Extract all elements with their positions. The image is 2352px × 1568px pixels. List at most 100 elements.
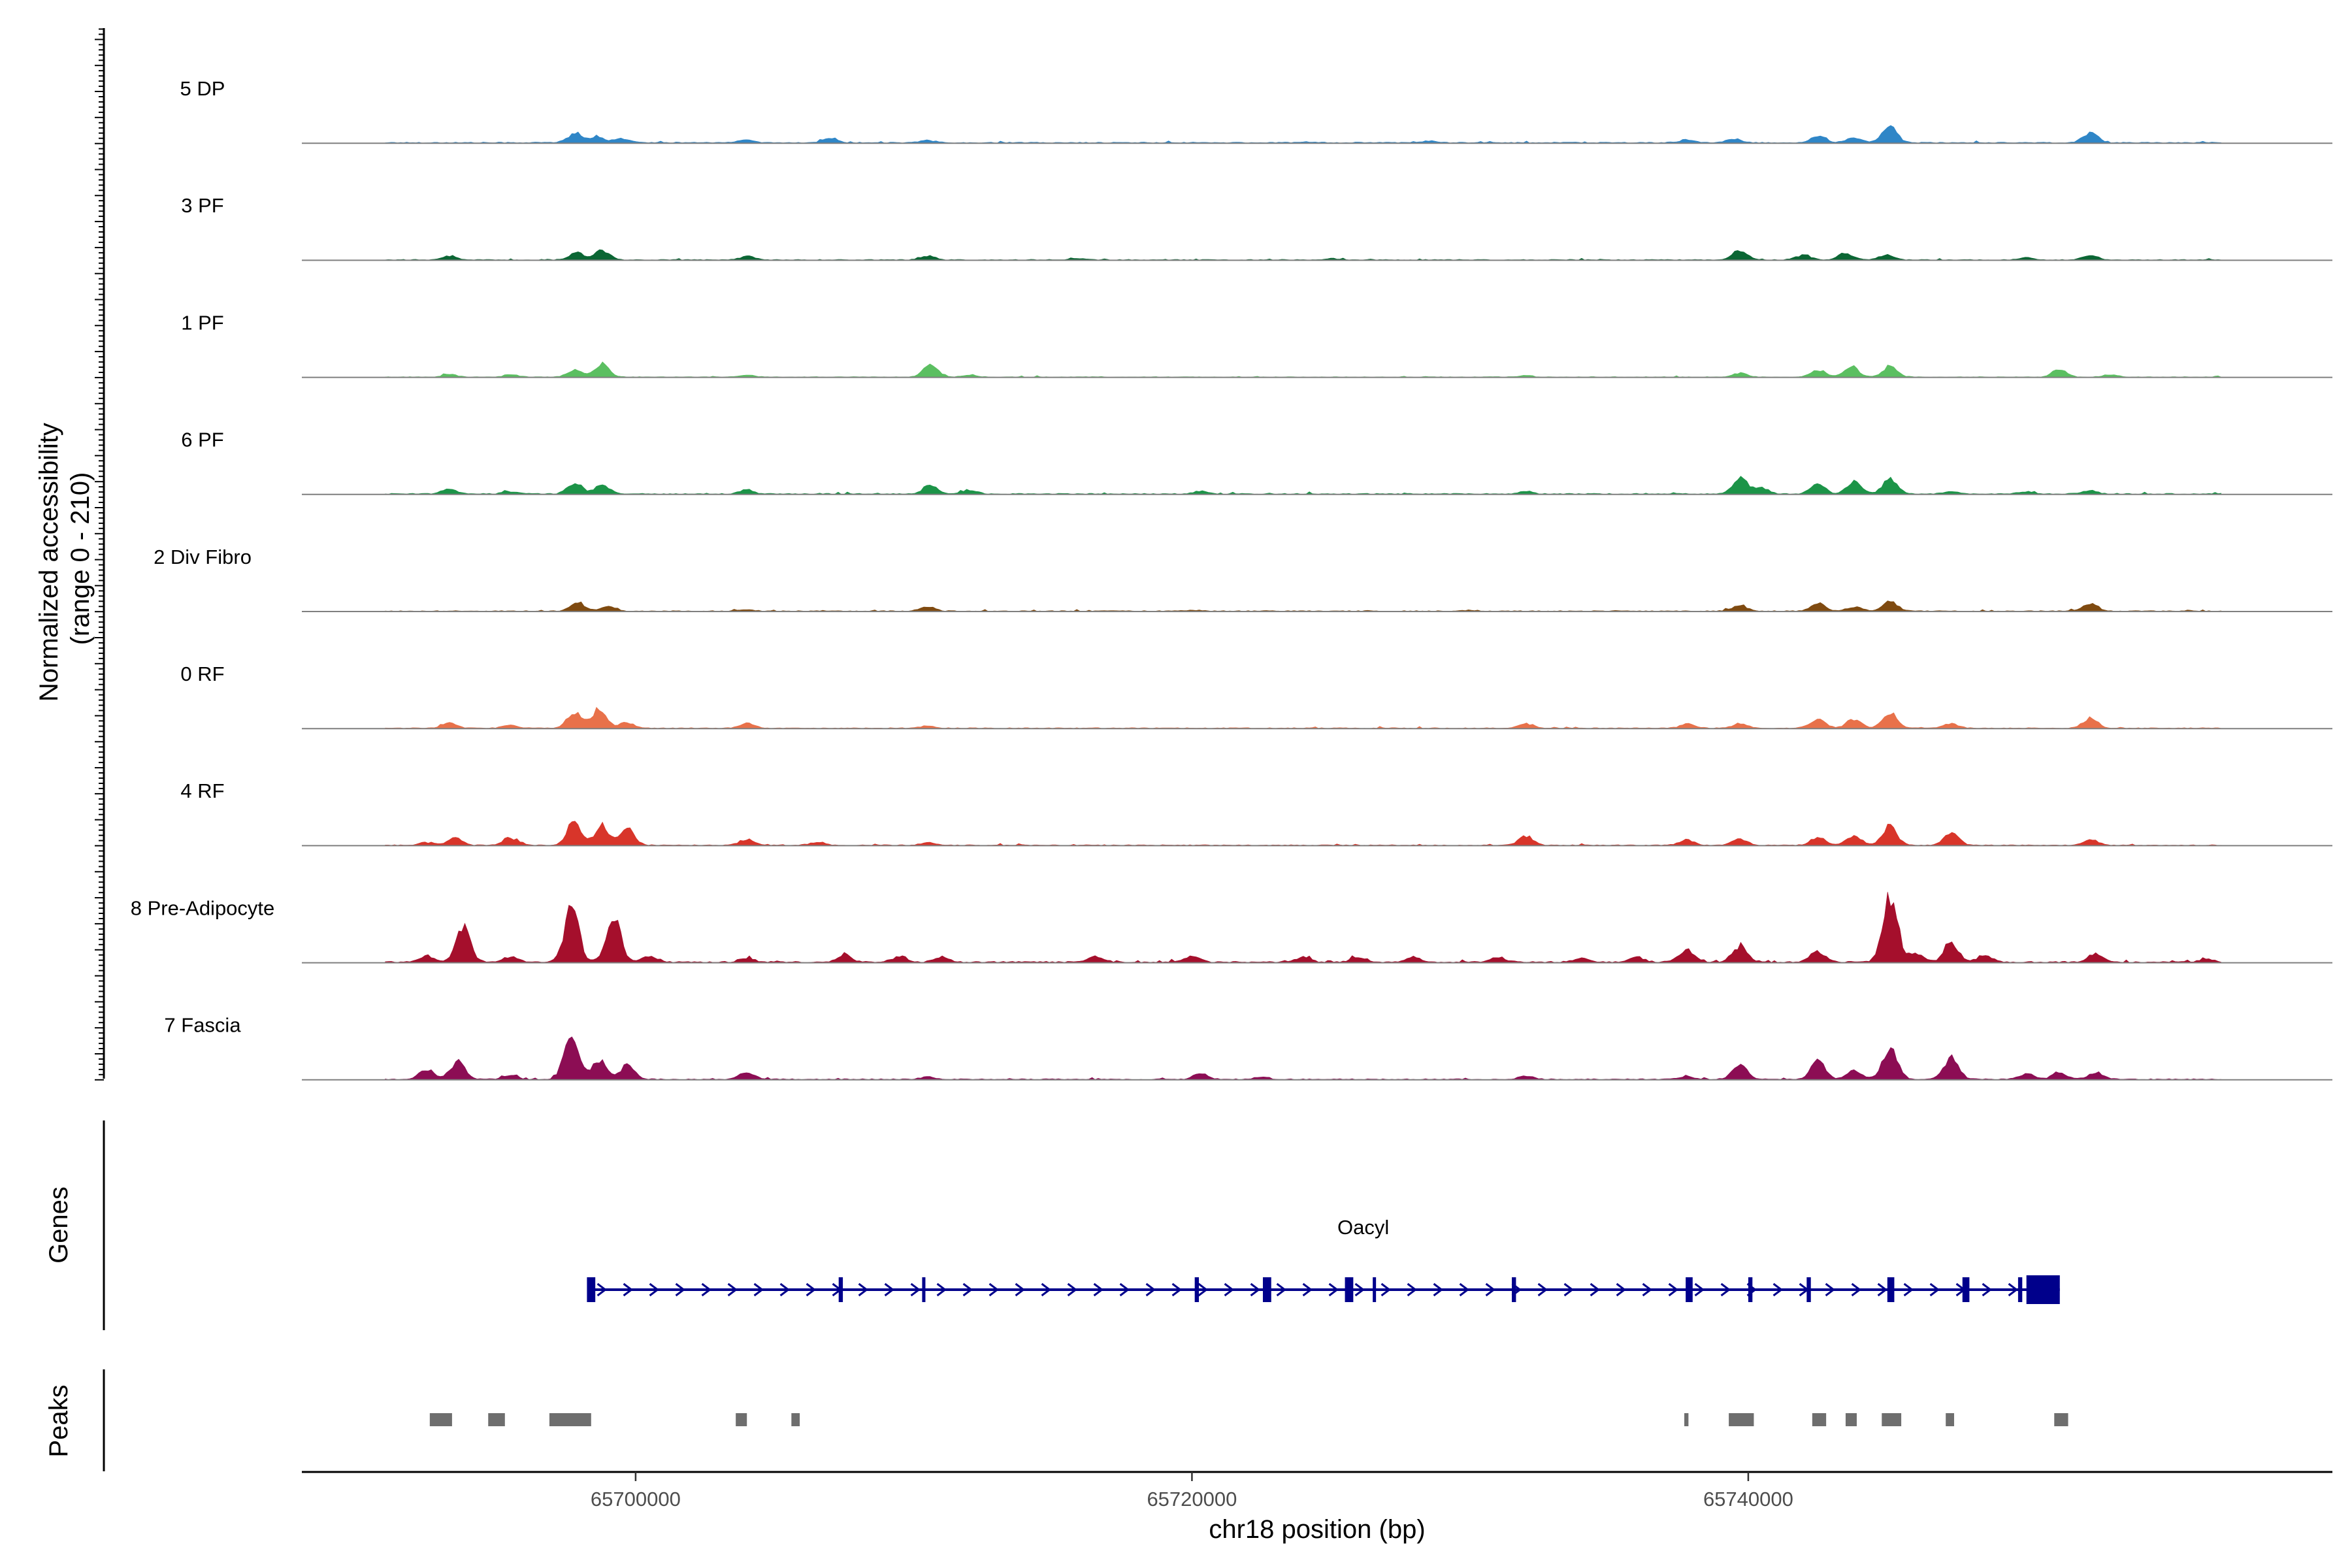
strand-arrow	[779, 1282, 791, 1297]
strand-arrow	[1694, 1282, 1705, 1297]
peak-region	[488, 1413, 505, 1426]
track-8-pre-adipocyte: 8 Pre-Adipocyte	[131, 892, 2332, 964]
strand-arrow	[1642, 1282, 1653, 1297]
gene-exon	[838, 1277, 843, 1302]
y-axis-title: Normalized accessibility (range 0 - 210)	[35, 416, 95, 702]
strand-arrow	[1224, 1282, 1235, 1297]
track-7-fascia: 7 Fascia	[164, 1014, 2332, 1081]
track-3-pf: 3 PF	[181, 194, 2332, 261]
gene-exon	[1748, 1277, 1753, 1302]
track-label: 8 Pre-Adipocyte	[131, 896, 275, 919]
peak-region	[1729, 1413, 1754, 1426]
strand-arrow	[1616, 1282, 1627, 1297]
strand-arrow	[1877, 1282, 1888, 1297]
gene-exon	[922, 1277, 926, 1302]
track-5-dp: 5 DP	[180, 77, 2332, 144]
track-0-rf: 0 RF	[180, 662, 2332, 730]
track-label: 5 DP	[180, 77, 225, 100]
gene-exon	[1887, 1277, 1895, 1302]
strand-arrow	[1590, 1282, 1601, 1297]
strand-arrow	[1851, 1282, 1862, 1297]
strand-arrow	[623, 1282, 634, 1297]
strand-arrow	[858, 1282, 869, 1297]
strand-arrow	[1433, 1282, 1444, 1297]
track-6-pf: 6 PF	[181, 429, 2332, 495]
strand-arrow	[1198, 1282, 1209, 1297]
gene-exon	[1512, 1277, 1516, 1302]
strand-arrow	[1668, 1282, 1679, 1297]
track-label: 6 PF	[181, 429, 223, 451]
track-label: 4 RF	[180, 779, 224, 802]
gene-exon	[2026, 1275, 2060, 1304]
peak-region	[1946, 1413, 1954, 1426]
coverage-area	[385, 821, 2221, 846]
strand-arrow	[1772, 1282, 1784, 1297]
peak-region	[736, 1413, 747, 1426]
strand-arrow	[1982, 1282, 1993, 1297]
gene-name-label: Oacyl	[1337, 1216, 1389, 1239]
strand-arrow	[1380, 1282, 1392, 1297]
coverage-area	[385, 707, 2221, 729]
peak-region	[429, 1413, 452, 1426]
coverage-area	[385, 476, 2221, 495]
strand-arrow	[1328, 1282, 1339, 1297]
gene-oacyl: Oacyl	[587, 1216, 2060, 1304]
coverage-area	[385, 1036, 2221, 1081]
strand-arrow	[701, 1282, 712, 1297]
x-axis-ticks: 65700000 65720000 65740000	[591, 1472, 1793, 1511]
coverage-area	[385, 125, 2221, 144]
track-1-pf: 1 PF	[181, 311, 2332, 378]
gene-exon	[1262, 1277, 1271, 1302]
strand-arrow	[884, 1282, 895, 1297]
strand-arrow	[1041, 1282, 1052, 1297]
strand-arrow	[1354, 1282, 1365, 1297]
track-label: 0 RF	[180, 662, 224, 685]
peak-region	[2054, 1413, 2068, 1426]
x-tick-label: 65720000	[1147, 1488, 1237, 1511]
strand-arrow	[1145, 1282, 1156, 1297]
coverage-area	[385, 600, 2221, 612]
x-tick-label: 65740000	[1703, 1488, 1793, 1511]
track-label: 2 Div Fibro	[154, 546, 252, 568]
peak-region	[1845, 1413, 1857, 1426]
x-axis-title: chr18 position (bp)	[1209, 1515, 1425, 1544]
strand-arrow	[1067, 1282, 1078, 1297]
peak-region	[791, 1413, 800, 1426]
peaks-axis-label: Peaks	[44, 1384, 73, 1457]
strand-arrow	[1563, 1282, 1575, 1297]
peak-region	[1684, 1413, 1689, 1426]
genes-track: Oacyl	[587, 1216, 2060, 1304]
y-axis-title-line2: (range 0 - 210)	[66, 472, 95, 645]
strand-arrow	[753, 1282, 764, 1297]
track-4-rf: 4 RF	[180, 779, 2332, 847]
strand-arrow	[1720, 1282, 1731, 1297]
track-label: 7 Fascia	[164, 1014, 241, 1037]
strand-arrow	[1537, 1282, 1548, 1297]
strand-arrow	[806, 1282, 817, 1297]
strand-arrow	[1302, 1282, 1313, 1297]
strand-arrow	[1015, 1282, 1026, 1297]
gene-exon	[587, 1277, 596, 1302]
y-axis-ticks	[95, 28, 104, 1081]
strand-arrow	[1276, 1282, 1287, 1297]
strand-arrow	[910, 1282, 921, 1297]
coverage-area	[385, 249, 2221, 261]
track-2-div-fibro: 2 Div Fibro	[154, 546, 2332, 612]
strand-arrow	[1485, 1282, 1496, 1297]
strand-arrow	[936, 1282, 947, 1297]
gene-exon	[1686, 1277, 1693, 1302]
strand-arrow	[2008, 1282, 2019, 1297]
coverage-area	[385, 361, 2221, 378]
track-label: 1 PF	[181, 311, 223, 334]
strand-arrow	[649, 1282, 660, 1297]
strand-arrow	[988, 1282, 1000, 1297]
strand-arrow	[675, 1282, 686, 1297]
strand-arrow	[1903, 1282, 1914, 1297]
strand-arrow	[1093, 1282, 1104, 1297]
peak-region	[1882, 1413, 1902, 1426]
strand-arrow	[727, 1282, 738, 1297]
strand-arrow	[962, 1282, 973, 1297]
track-label: 3 PF	[181, 194, 223, 217]
peak-region	[1812, 1413, 1827, 1426]
